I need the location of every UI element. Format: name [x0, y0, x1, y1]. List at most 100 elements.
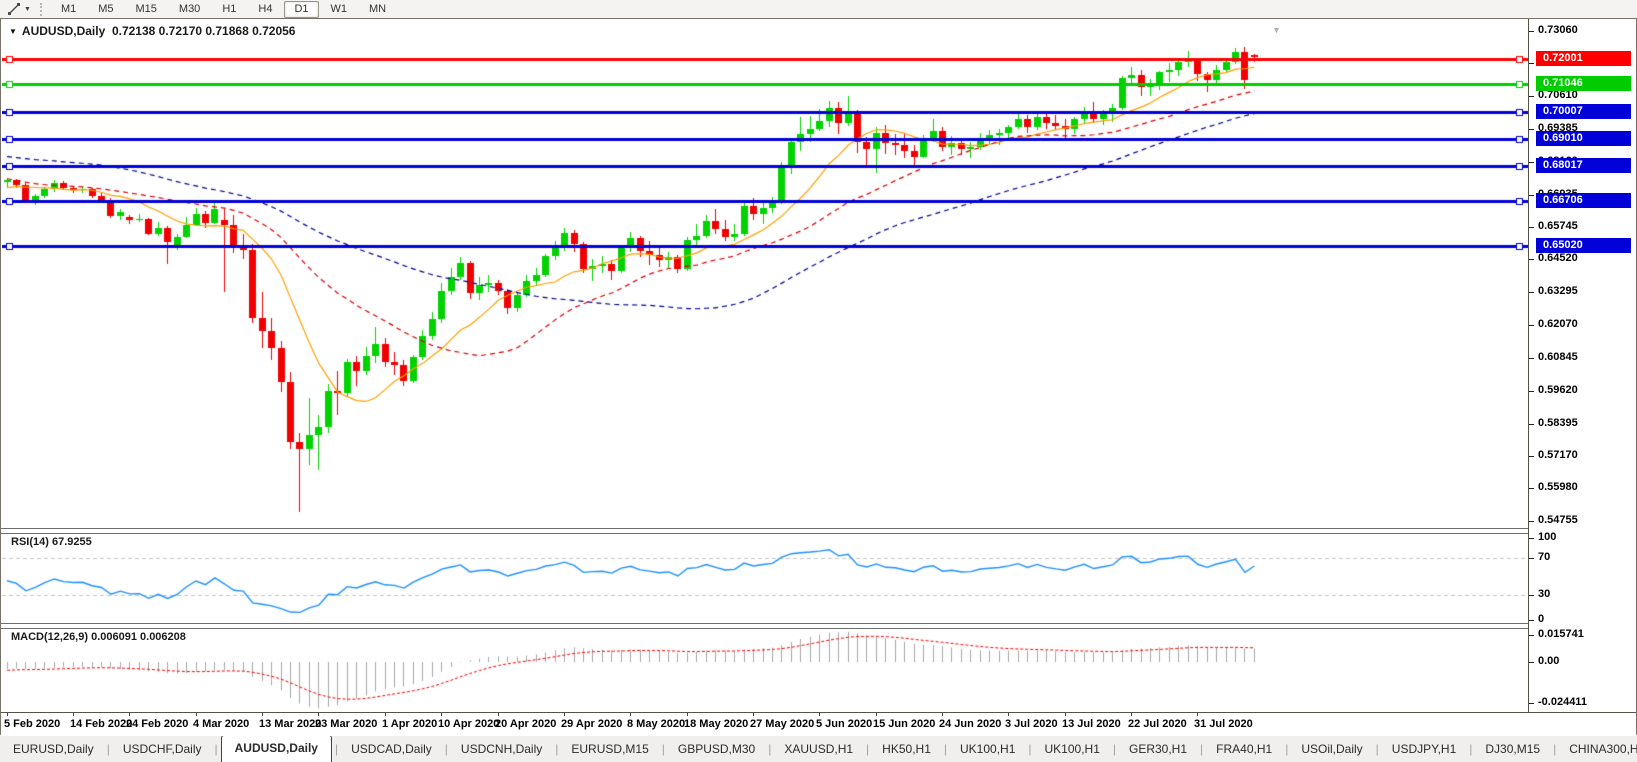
- chart-tab-audusd-daily[interactable]: AUDUSD,Daily: [220, 735, 332, 762]
- chart-canvas[interactable]: [2, 20, 1528, 712]
- date-tick-dash: [942, 713, 943, 716]
- line-studies-glyph: [8, 3, 20, 15]
- date-tick-dash: [129, 713, 130, 716]
- price-tick-dash: [1529, 358, 1534, 359]
- date-tick-label: 24 Feb 2020: [126, 718, 189, 730]
- tab-separator: |: [334, 742, 339, 756]
- chart-tab-uk100-h1[interactable]: UK100,H1: [960, 742, 1016, 756]
- price-tick-dash: [1529, 227, 1534, 228]
- price-tick-dash: [1529, 31, 1534, 32]
- hline-price-label: 0.70007: [1536, 104, 1631, 119]
- tab-separator: |: [1375, 742, 1379, 756]
- timeframe-button-m5[interactable]: M5: [98, 2, 114, 15]
- date-tick-dash: [753, 713, 754, 716]
- chart-tab-usdjpy-h1[interactable]: USDJPY,H1: [1391, 742, 1457, 756]
- ohlc-values: 0.72138 0.72170 0.71868 0.72056: [111, 24, 296, 38]
- date-tick-dash: [564, 713, 565, 716]
- hline-price-label: 0.66706: [1536, 193, 1631, 208]
- chart-tab-usdchf-daily[interactable]: USDCHF,Daily: [122, 742, 202, 756]
- date-tick-dash: [196, 713, 197, 716]
- date-tick-dash: [498, 713, 499, 716]
- chevron-down-icon[interactable]: ▼: [24, 5, 31, 13]
- chart-tab-gbpusd-m30[interactable]: GBPUSD,M30: [677, 742, 756, 756]
- price-axis[interactable]: 0.730600.718350.706100.693850.681600.669…: [1528, 19, 1636, 712]
- price-tick: 0.64520: [1538, 252, 1578, 264]
- tab-separator: |: [768, 742, 772, 756]
- price-tick-dash: [1529, 195, 1534, 196]
- rsi-tick: 30: [1538, 588, 1551, 600]
- tab-separator: |: [555, 742, 559, 756]
- rsi-tick-dash: [1529, 620, 1534, 621]
- chart-tab-eurusd-daily[interactable]: EURUSD,Daily: [13, 742, 94, 756]
- hline-price-label: 0.69010: [1536, 131, 1631, 146]
- chart-tab-usoil-daily[interactable]: USOil,Daily: [1301, 742, 1363, 756]
- date-tick-label: 14 Feb 2020: [70, 718, 133, 730]
- line-studies-icon[interactable]: [4, 1, 24, 17]
- chart-tab-xauusd-h1[interactable]: XAUUSD,H1: [784, 742, 854, 756]
- macd-tick-dash: [1529, 703, 1534, 704]
- tab-separator: |: [1285, 742, 1289, 756]
- chart-shift-marker[interactable]: ▼: [1272, 25, 1281, 35]
- chart-tab-china300-h4[interactable]: CHINA300,H4: [1569, 742, 1637, 756]
- chart-tab-hk50-h1[interactable]: HK50,H1: [882, 742, 931, 756]
- date-tick-label: 18 May 2020: [684, 718, 749, 730]
- date-tick-dash: [1197, 713, 1198, 716]
- date-tick-dash: [1008, 713, 1009, 716]
- chart-tab-usdcad-daily[interactable]: USDCAD,Daily: [351, 742, 432, 756]
- price-tick: 0.70610: [1538, 89, 1578, 101]
- price-tick-dash: [1529, 521, 1534, 522]
- timeframe-button-m30[interactable]: M30: [178, 2, 201, 15]
- date-tick-dash: [318, 713, 319, 716]
- rsi-tick: 70: [1538, 551, 1551, 563]
- price-tick-dash: [1529, 424, 1534, 425]
- rsi-tick: 100: [1538, 531, 1557, 543]
- date-tick-label: 4 Mar 2020: [193, 718, 250, 730]
- timeframe-button-w1[interactable]: W1: [330, 2, 348, 15]
- toolbar-grip[interactable]: [39, 2, 42, 16]
- date-tick-dash: [441, 713, 442, 716]
- chart-tab-dj30-m15[interactable]: DJ30,M15: [1485, 742, 1541, 756]
- chart-tab-fra40-h1[interactable]: FRA40,H1: [1216, 742, 1273, 756]
- price-tick-dash: [1529, 325, 1534, 326]
- price-tick-dash: [1529, 63, 1534, 64]
- rsi-tick-dash: [1529, 558, 1534, 559]
- chart-tab-eurusd-m15[interactable]: EURUSD,M15: [571, 742, 649, 756]
- date-tick-dash: [262, 713, 263, 716]
- timeframe-button-mn[interactable]: MN: [369, 2, 387, 15]
- chart-tab-uk100-h1[interactable]: UK100,H1: [1044, 742, 1100, 756]
- price-tick: 0.58395: [1538, 417, 1578, 429]
- hline-price-label: 0.71046: [1536, 76, 1631, 91]
- price-tick: 0.54755: [1538, 514, 1578, 526]
- date-tick-label: 24 Jun 2020: [939, 718, 1002, 730]
- chart-tabbar: EURUSD,Daily | USDCHF,Daily | AUDUSD,Daily | U…: [0, 734, 1637, 762]
- timeframe-button-d1[interactable]: D1: [284, 0, 319, 18]
- rsi-tick: 0: [1538, 613, 1545, 625]
- price-tick: 0.59620: [1538, 384, 1578, 396]
- date-tick-label: 15 Jun 2020: [873, 718, 936, 730]
- pane-splitter-macd[interactable]: [1, 623, 1636, 629]
- timeframe-button-h4[interactable]: H4: [258, 2, 273, 15]
- chart-tab-ger30-h1[interactable]: GER30,H1: [1129, 742, 1188, 756]
- price-tick: 0.63295: [1538, 285, 1578, 297]
- tab-separator: |: [106, 742, 110, 756]
- timeframe-button-h1[interactable]: H1: [222, 2, 237, 15]
- time-axis[interactable]: 5 Feb 2020 14 Feb 2020 24 Feb 2020 4 Mar 20…: [1, 712, 1636, 736]
- price-tick-dash: [1529, 391, 1534, 392]
- hline-price-label: 0.68017: [1536, 158, 1631, 173]
- price-tick: 0.73060: [1538, 24, 1578, 36]
- date-tick-label: 22 Jul 2020: [1128, 718, 1187, 730]
- date-tick-dash: [687, 713, 688, 716]
- timeframe-toolbar: ▼ M1 M5 M15 M30 H1 H4 D1 W1 MN: [0, 0, 1637, 19]
- price-tick-dash: [1529, 292, 1534, 293]
- rsi-tick-dash: [1529, 595, 1534, 596]
- chart-tab-usdcnh-daily[interactable]: USDCNH,Daily: [460, 742, 543, 756]
- timeframe-button-m15[interactable]: M15: [135, 2, 157, 15]
- pane-splitter-rsi[interactable]: [1, 528, 1636, 534]
- date-tick-dash: [73, 713, 74, 716]
- macd-tick-dash: [1529, 662, 1534, 663]
- chart-title-caret-icon[interactable]: ▼: [9, 27, 17, 36]
- price-tick: 0.60845: [1538, 351, 1578, 363]
- timeframe-button-m1[interactable]: M1: [60, 2, 77, 15]
- rsi-indicator-label: RSI(14) 67.9255: [11, 536, 92, 548]
- date-tick-dash: [1131, 713, 1132, 716]
